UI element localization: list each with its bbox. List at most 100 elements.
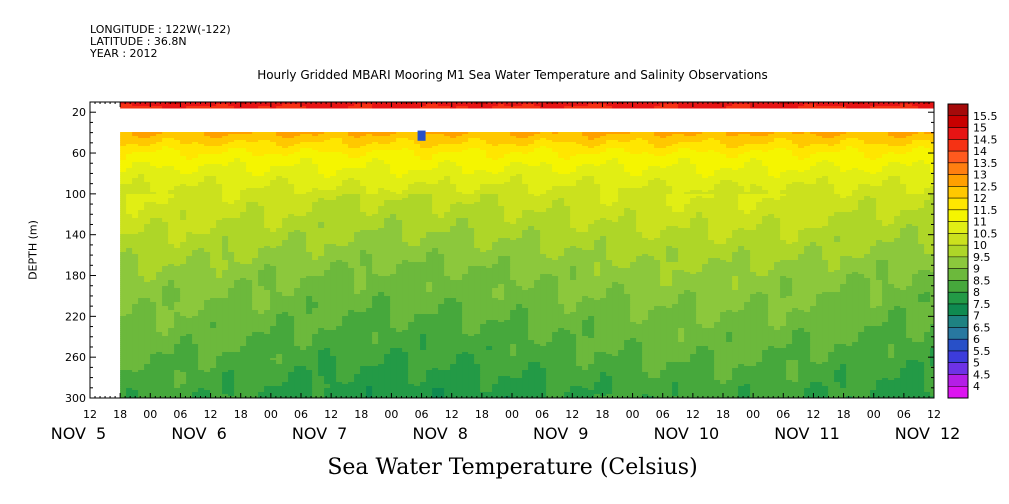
heatmap-cell [210, 206, 217, 209]
heatmap-cell [126, 334, 133, 337]
heatmap-cell [222, 334, 229, 337]
heatmap-cell [240, 220, 247, 223]
heatmap-cell [252, 352, 259, 355]
heatmap-cell [186, 170, 193, 173]
heatmap-cell [258, 300, 265, 303]
heatmap-cell [156, 328, 163, 331]
heatmap-cell [126, 292, 133, 295]
heatmap-cell [234, 138, 241, 141]
heatmap-cell [180, 290, 187, 293]
heatmap-cell [174, 314, 181, 317]
heatmap-cell [168, 278, 175, 281]
heatmap-cell [234, 322, 241, 325]
heatmap-cell [150, 258, 157, 261]
heatmap-cell [144, 376, 151, 379]
heatmap-cell [240, 194, 247, 197]
heatmap-cell [252, 360, 259, 363]
heatmap-cell [156, 188, 163, 191]
heatmap-cell [132, 138, 139, 141]
heatmap-cell [264, 186, 271, 189]
heatmap-cell [162, 314, 169, 317]
heatmap-cell [258, 280, 265, 283]
heatmap-cell [252, 140, 259, 143]
heatmap-cell [252, 320, 259, 323]
heatmap-cell [162, 276, 169, 279]
heatmap-cell [138, 102, 145, 105]
heatmap-cell [150, 224, 157, 227]
heatmap-cell [228, 308, 235, 311]
heatmap-cell [168, 202, 175, 205]
heatmap-cell [150, 178, 157, 181]
heatmap-cell [228, 334, 235, 337]
heatmap-cell [222, 314, 229, 317]
heatmap-cell [126, 156, 133, 159]
heatmap-cell [258, 214, 265, 217]
heatmap-cell [198, 190, 205, 193]
heatmap-cell [228, 278, 235, 281]
heatmap-cell [180, 386, 187, 389]
heatmap-cell [246, 320, 253, 323]
heatmap-cell [198, 198, 205, 201]
heatmap-cell [168, 292, 175, 295]
heatmap-cell [168, 206, 175, 209]
heatmap-cell [198, 390, 205, 393]
heatmap-cell [228, 386, 235, 389]
heatmap-cell [138, 382, 145, 385]
heatmap-cell [126, 154, 133, 157]
heatmap-cell [192, 336, 199, 339]
heatmap-cell [120, 312, 127, 315]
heatmap-cell [228, 360, 235, 363]
heatmap-cell [258, 294, 265, 297]
heatmap-cell [234, 376, 241, 379]
heatmap-cell [162, 368, 169, 371]
heatmap-cell [234, 308, 241, 311]
heatmap-cell [228, 348, 235, 351]
heatmap-cell [204, 250, 211, 253]
heatmap-cell [228, 258, 235, 261]
heatmap-cell [186, 236, 193, 239]
heatmap-cell [222, 164, 229, 167]
heatmap-cell [168, 162, 175, 165]
chart-title: Hourly Gridded MBARI Mooring M1 Sea Wate… [257, 68, 768, 82]
heatmap-cell [198, 146, 205, 149]
heatmap-cell [252, 158, 259, 161]
heatmap-cell [240, 326, 247, 329]
heatmap-cell [216, 166, 223, 169]
heatmap-cell [240, 184, 247, 187]
heatmap-cell [138, 318, 145, 321]
heatmap-cell [240, 378, 247, 381]
heatmap-cell [156, 244, 163, 247]
heatmap-cell [156, 156, 163, 159]
heatmap-cell [210, 318, 217, 321]
heatmap-cell [192, 294, 199, 297]
heatmap-cell [192, 244, 199, 247]
heatmap-cell [120, 288, 127, 291]
heatmap-cell [258, 314, 265, 317]
heatmap-cell [228, 322, 235, 325]
heatmap-cell [216, 214, 223, 217]
heatmap-cell [180, 300, 187, 303]
heatmap-cell [150, 322, 157, 325]
heatmap-cell [234, 386, 241, 389]
heatmap-cell [126, 280, 133, 283]
heatmap-cell [150, 388, 157, 391]
heatmap-cell [162, 200, 169, 203]
heatmap-cell [240, 250, 247, 253]
heatmap-cell [246, 344, 253, 347]
heatmap-cell [168, 318, 175, 321]
heatmap-cell [126, 186, 133, 189]
heatmap-cell [222, 210, 229, 213]
heatmap-cell [234, 186, 241, 189]
heatmap-cell [246, 174, 253, 177]
heatmap-cell [126, 134, 133, 137]
heatmap-cell [258, 262, 265, 265]
heatmap-cell [186, 302, 193, 305]
heatmap-cell [126, 224, 133, 227]
heatmap-cell [144, 382, 151, 385]
heatmap-cell [138, 328, 145, 331]
heatmap-cell [162, 296, 169, 299]
heatmap-cell [150, 316, 157, 319]
heatmap-cell [174, 294, 181, 297]
heatmap-cell [216, 374, 223, 377]
heatmap-cell [174, 162, 181, 165]
